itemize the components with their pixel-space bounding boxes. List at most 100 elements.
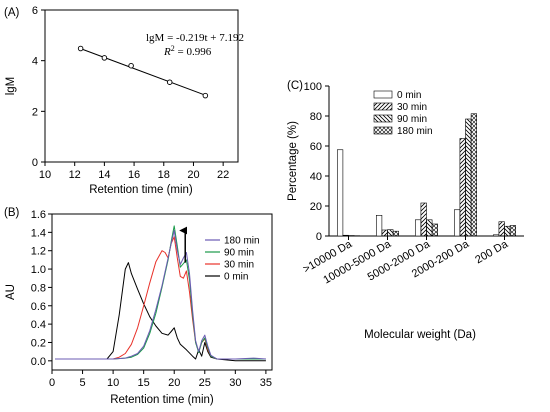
panel-b-y-tick-label: 1.0 — [31, 264, 46, 276]
panel-b-legend-label: 0 min — [224, 272, 248, 283]
panel-b-x-tick-label: 20 — [168, 377, 180, 389]
panel-c-y-tick-label: 80 — [310, 111, 322, 123]
panel-c-y-tick-label: 20 — [310, 201, 322, 213]
panel-b-x-tick-label: 10 — [107, 377, 119, 389]
panel-a-y-tick-label: 4 — [32, 56, 38, 68]
panel-b-legend-label: 90 min — [224, 248, 254, 259]
panel-a-x-tick-label: 12 — [69, 169, 81, 181]
panel-a-data-point — [128, 62, 134, 69]
panel-a-x-tick-label: 22 — [217, 169, 229, 181]
panel-a-plot-frame — [44, 9, 239, 163]
panel-c-bar — [387, 229, 394, 237]
panel-b-label: (B) — [4, 207, 20, 219]
panel-b-y-ticks: 0.0 0.2 0.4 0.6 0.8 1.0 1.2 1.4 1.6 — [31, 209, 52, 368]
panel-c-legend-label: 30 min — [397, 102, 427, 113]
panel-a-r2-value: = 0.996 — [175, 46, 212, 58]
panel-c-label: (C) — [287, 80, 303, 92]
panel-c-legend-label: 90 min — [397, 114, 427, 125]
panel-b-series-line — [55, 225, 266, 360]
panel-b-x-label: Retention time (min) — [110, 394, 214, 406]
panel-c-bar — [492, 234, 500, 237]
panel-c-y-tick-label: 100 — [304, 81, 322, 93]
panel-c-bar — [426, 219, 433, 237]
panel-c-legend-swatch — [373, 114, 393, 123]
panel-c-bar — [336, 149, 344, 237]
panel-c-legend-swatch — [373, 90, 393, 99]
panel-c-bar — [414, 219, 422, 237]
panel-c-bar — [375, 215, 383, 237]
panel-b-legend-label: 30 min — [224, 260, 254, 271]
panel-c-bar — [504, 225, 511, 237]
panel-c-bar — [420, 202, 427, 237]
panel-c-bar — [465, 118, 472, 237]
panel-b-y-label: AU — [5, 284, 17, 300]
panel-a-x-ticks: 10 12 14 16 18 20 22 — [39, 162, 229, 181]
panel-c-y-tick-label: 40 — [310, 171, 322, 183]
panel-a-data-point — [166, 79, 173, 85]
panel-c-legend-swatch — [373, 102, 393, 111]
panel-c-bar — [459, 138, 466, 237]
panel-c-y-tick-label: 60 — [310, 141, 322, 153]
panel-b-y-tick-label: 1.4 — [31, 227, 46, 239]
panel-a-y-tick-label: 0 — [32, 157, 38, 169]
panel-a-x-tick-label: 16 — [128, 169, 140, 181]
panel-a-y-tick-label: 6 — [32, 5, 38, 17]
panel-c-category-label: 200 Da — [473, 238, 510, 267]
panel-c-bar — [381, 229, 388, 237]
panel-b-series-line — [55, 230, 266, 360]
panel-b-series-line — [55, 262, 266, 362]
panel-b-y-tick-label: 0.0 — [31, 356, 46, 368]
panel-a: (A) 10 12 14 16 18 20 22 0 2 4 6 lgM = -0.219t + … — [4, 5, 244, 196]
panel-a-equation: lgM = -0.219t + 7.192 — [146, 32, 244, 44]
panel-b-y-tick-label: 0.6 — [31, 301, 46, 313]
panel-b-y-tick-label: 1.2 — [31, 246, 46, 258]
panel-c-legend-label: 180 min — [397, 126, 433, 137]
panel-a-x-tick-label: 14 — [98, 169, 110, 181]
panel-b-y-tick-label: 1.6 — [31, 209, 46, 221]
panel-b-x-tick-label: 35 — [260, 377, 272, 389]
panel-a-x-tick-label: 18 — [158, 169, 170, 181]
panel-b-y-tick-label: 0.8 — [31, 282, 46, 294]
panel-c-bar — [342, 234, 349, 237]
panel-a-data-point — [202, 92, 209, 99]
panel-c-x-label: Molecular weight (Da) — [364, 329, 476, 341]
panel-c-legend-swatch — [373, 126, 393, 135]
panel-c-bar — [470, 113, 478, 237]
panel-b-series-lines — [55, 225, 266, 362]
panel-a-r2-letter: R — [163, 46, 171, 58]
panel-c-bar — [509, 225, 517, 237]
panel-b-x-tick-label: 15 — [138, 377, 150, 389]
panel-a-x-tick-label: 20 — [187, 169, 199, 181]
panel-c-y-ticks: 0 20 40 60 80 100 — [304, 81, 329, 243]
panel-c-bar — [431, 223, 439, 237]
panel-a-y-tick-label: 2 — [32, 106, 38, 118]
panel-c-y-label: Percentage (%) — [287, 121, 299, 201]
panel-a-x-label: Retention time (min) — [89, 184, 193, 196]
panel-c-legend-label: 0 min — [397, 90, 421, 101]
panel-b-x-tick-label: 25 — [199, 377, 211, 389]
panel-a-label: (A) — [4, 7, 20, 19]
panel-a-y-label: lgM — [5, 77, 17, 96]
panel-c-bars — [336, 113, 517, 237]
panel-a-r2-sup: 2 — [171, 44, 175, 53]
panel-b-legend-label: 180 min — [224, 236, 260, 247]
panel-a-data-point — [101, 55, 108, 61]
panel-c-bar — [392, 230, 400, 237]
panel-a-data-point — [77, 45, 84, 52]
panel-b-y-tick-label: 0.2 — [31, 337, 46, 349]
panel-c-y-tick-label: 0 — [316, 231, 322, 243]
panel-a-x-tick-label: 10 — [39, 169, 51, 181]
panel-b-x-tick-label: 5 — [79, 377, 85, 389]
panel-c-bar — [453, 209, 461, 237]
panel-a-points — [77, 45, 209, 99]
panel-b-y-tick-label: 0.4 — [31, 319, 46, 331]
panel-b-plot-frame — [51, 213, 273, 371]
panel-b-x-tick-label: 0 — [49, 377, 55, 389]
panel-b-x-tick-label: 30 — [229, 377, 241, 389]
panel-a-fit-line — [80, 48, 206, 96]
panel-a-y-ticks: 0 2 4 6 — [32, 5, 45, 169]
